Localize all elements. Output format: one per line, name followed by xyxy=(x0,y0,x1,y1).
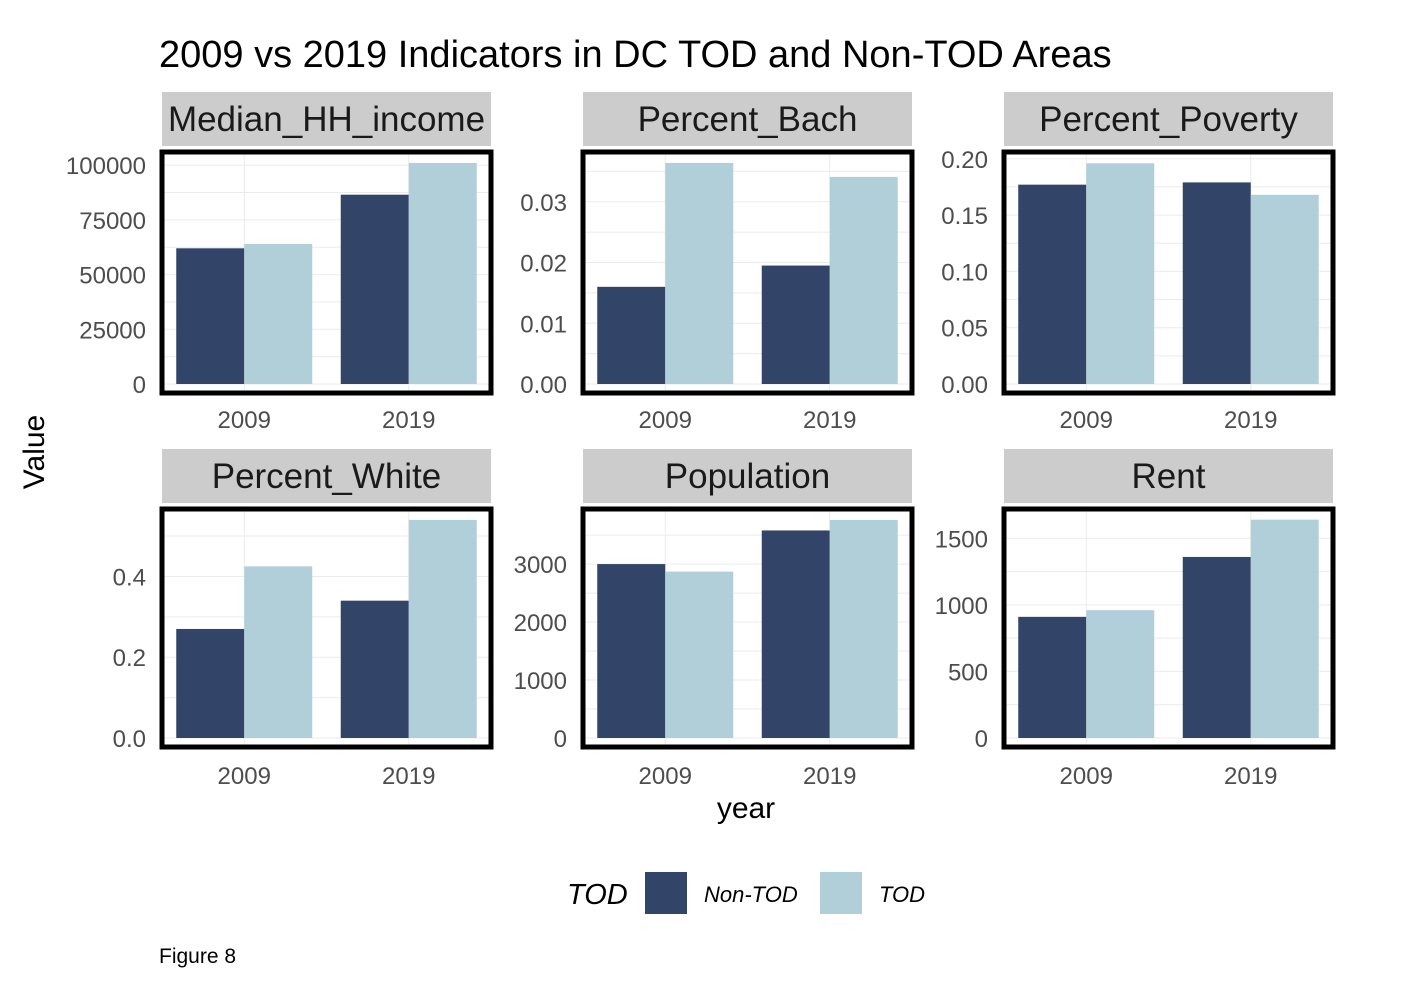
x-tick-label: 2019 xyxy=(1224,407,1277,434)
facet-percent-poverty: Percent_Poverty 0.00 0.05 0.10 0.15 0.20 2009 2… xyxy=(941,92,1336,434)
y-tick-label: 0.4 xyxy=(113,564,146,591)
bar-rent-tod-2009 xyxy=(1086,610,1155,738)
y-tick-label: 1000 xyxy=(514,668,567,695)
y-tick-label: 1500 xyxy=(935,526,988,553)
bar-percent-bach-non-tod-2009 xyxy=(597,286,666,384)
figure-caption: Figure 8 xyxy=(159,945,236,968)
x-tick-label: 2009 xyxy=(1060,763,1113,790)
bar-population-tod-2009 xyxy=(665,571,734,738)
facet-strip-rent xyxy=(1004,449,1333,503)
y-axis-title: Value xyxy=(18,415,51,490)
bar-rent-tod-2019 xyxy=(1250,519,1319,738)
legend-label-tod: TOD xyxy=(879,882,925,907)
y-tick-label: 500 xyxy=(948,659,988,686)
bar-population-non-tod-2009 xyxy=(597,564,666,738)
bar-percent-white-non-tod-2019 xyxy=(340,600,409,738)
y-tick-label: 0.01 xyxy=(520,311,567,338)
y-tick-label: 0.05 xyxy=(941,316,988,343)
facet-label-rent: Rent xyxy=(1132,457,1206,496)
y-tick-label: 0.00 xyxy=(520,372,567,399)
x-axis-title: year xyxy=(717,792,775,825)
facet-strip-percent-bach xyxy=(583,92,912,146)
bar-median-hh-income-non-tod-2009 xyxy=(176,248,245,384)
bar-percent-white-tod-2019 xyxy=(408,519,477,738)
legend-key-non-tod xyxy=(645,872,687,914)
y-tick-label: 0 xyxy=(975,726,988,753)
panel-border xyxy=(159,149,494,396)
legend-title: TOD xyxy=(567,879,628,911)
x-tick-label: 2019 xyxy=(382,763,435,790)
bar-percent-bach-non-tod-2019 xyxy=(761,265,830,384)
facet-percent-bach: Percent_Bach 0.00 0.01 0.02 0.03 2009 2019 xyxy=(520,92,915,434)
x-tick-label: 2009 xyxy=(218,763,271,790)
y-tick-label: 0.03 xyxy=(520,190,567,217)
y-tick-label: 0.00 xyxy=(941,372,988,399)
panel-border xyxy=(580,506,915,750)
facet-label-population: Population xyxy=(665,457,830,496)
bar-median-hh-income-non-tod-2019 xyxy=(340,194,409,384)
facet-panels: Median_HH_income025000500007500010000020… xyxy=(66,92,1336,790)
y-tick-label: 3000 xyxy=(514,552,567,579)
bar-percent-white-tod-2009 xyxy=(244,566,313,738)
x-tick-label: 2019 xyxy=(382,407,435,434)
x-tick-label: 2009 xyxy=(1060,407,1113,434)
bar-percent-white-non-tod-2009 xyxy=(176,628,245,738)
y-tick-label: 0.2 xyxy=(113,645,146,672)
x-tick-label: 2019 xyxy=(803,407,856,434)
panel-border xyxy=(1001,149,1336,396)
bar-population-non-tod-2019 xyxy=(761,530,830,738)
facet-rent: Rent 0 500 1000 1500 2009 2019 xyxy=(935,449,1336,790)
facet-population: Population 0 1000 2000 3000 2009 2019 xyxy=(514,449,915,790)
y-tick-label: 0 xyxy=(554,726,567,753)
y-tick-label: 0.02 xyxy=(520,251,567,278)
bar-percent-poverty-non-tod-2019 xyxy=(1182,182,1251,384)
y-tick-label: 0.15 xyxy=(941,203,988,230)
y-tick-label: 0.10 xyxy=(941,259,988,286)
facet-label-median-hh-income: Median_HH_income xyxy=(168,100,485,139)
x-tick-label: 2019 xyxy=(1224,763,1277,790)
y-tick-label: 1000 xyxy=(935,593,988,620)
facet-label-percent-poverty: Percent_Poverty xyxy=(1039,100,1298,139)
bar-percent-bach-tod-2009 xyxy=(665,162,734,384)
y-tick-label: 25000 xyxy=(79,317,146,344)
bar-percent-poverty-tod-2009 xyxy=(1086,163,1155,384)
bar-median-hh-income-tod-2009 xyxy=(244,243,313,384)
facet-label-percent-white: Percent_White xyxy=(212,457,442,496)
legend-key-tod xyxy=(820,872,862,914)
panel-border xyxy=(1001,506,1336,750)
y-tick-label: 50000 xyxy=(79,263,146,290)
y-tick-label: 2000 xyxy=(514,610,567,637)
facet-median-hh-income: Median_HH_income 0 25000 50000 75000 100000 20… xyxy=(66,92,494,434)
facet-label-percent-bach: Percent_Bach xyxy=(638,100,858,139)
facet-strip-population xyxy=(583,449,912,503)
facet-strip-percent-white xyxy=(162,449,491,503)
x-tick-label: 2009 xyxy=(639,763,692,790)
bar-rent-non-tod-2019 xyxy=(1182,556,1251,738)
y-tick-label: 0.20 xyxy=(941,147,988,174)
facet-strip-median-hh-income xyxy=(162,92,491,146)
y-tick-label: 0 xyxy=(133,372,146,399)
chart-title: 2009 vs 2019 Indicators in DC TOD and No… xyxy=(159,34,1112,76)
bar-percent-bach-tod-2019 xyxy=(829,176,898,384)
panel-border xyxy=(580,149,915,396)
x-tick-label: 2009 xyxy=(218,407,271,434)
y-tick-label: 75000 xyxy=(79,208,146,235)
x-tick-label: 2009 xyxy=(639,407,692,434)
legend: TOD Non-TOD TOD xyxy=(567,872,925,914)
bar-median-hh-income-tod-2019 xyxy=(408,162,477,384)
y-tick-label: 100000 xyxy=(66,153,146,180)
bar-rent-non-tod-2009 xyxy=(1018,616,1087,738)
bar-percent-poverty-tod-2019 xyxy=(1250,194,1319,384)
bar-population-tod-2019 xyxy=(829,520,898,738)
facet-percent-white: Percent_White 0.0 0.2 0.4 2009 2019 xyxy=(113,449,494,790)
bar-percent-poverty-non-tod-2009 xyxy=(1018,184,1087,384)
panel-border xyxy=(159,506,494,750)
y-tick-label: 0.0 xyxy=(113,726,146,753)
x-tick-label: 2019 xyxy=(803,763,856,790)
facet-strip-percent-poverty xyxy=(1004,92,1333,146)
legend-label-non-tod: Non-TOD xyxy=(704,882,798,907)
